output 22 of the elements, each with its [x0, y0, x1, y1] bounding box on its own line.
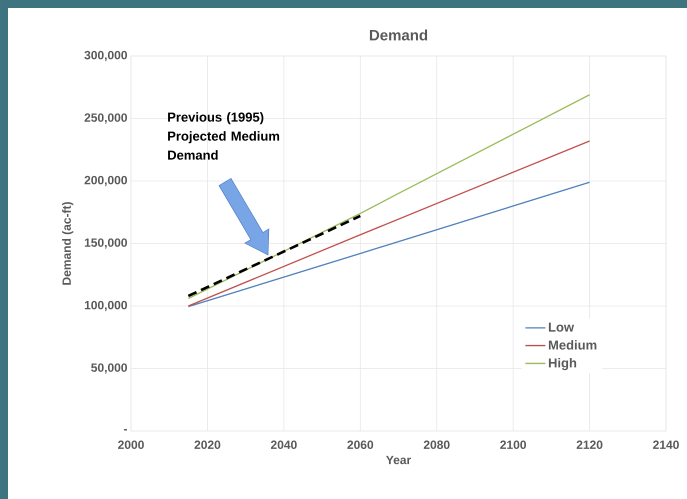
x-tick-label: 2000: [118, 440, 144, 450]
y-tick-label: 50,000: [91, 363, 127, 374]
legend-label: High: [548, 358, 576, 370]
y-tick-label: 150,000: [84, 238, 127, 249]
x-tick-label: 2060: [347, 440, 374, 450]
x-tick-label: 2080: [424, 440, 450, 450]
x-tick-label: 2120: [576, 440, 602, 450]
y-tick-label: 300,000: [84, 50, 127, 62]
annotation: Previous (1995) Projected Medium Demand: [168, 112, 280, 160]
legend-label: Low: [548, 322, 574, 332]
chart-title: Demand: [370, 29, 428, 40]
x-axis-title: Year: [386, 456, 411, 464]
y-axis-title: Demand (ac-ft): [62, 202, 74, 285]
y-tick-label: -: [124, 429, 128, 431]
x-tick-label: 2140: [653, 440, 679, 450]
y-tick-label: 250,000: [84, 113, 127, 124]
y-tick-label: 200,000: [84, 176, 127, 186]
y-tick-label: 100,000: [84, 300, 127, 312]
x-tick-label: 2100: [500, 440, 526, 450]
x-tick-label: 2020: [194, 440, 220, 450]
legend-label: Medium: [548, 340, 596, 350]
x-tick-label: 2040: [270, 440, 297, 450]
